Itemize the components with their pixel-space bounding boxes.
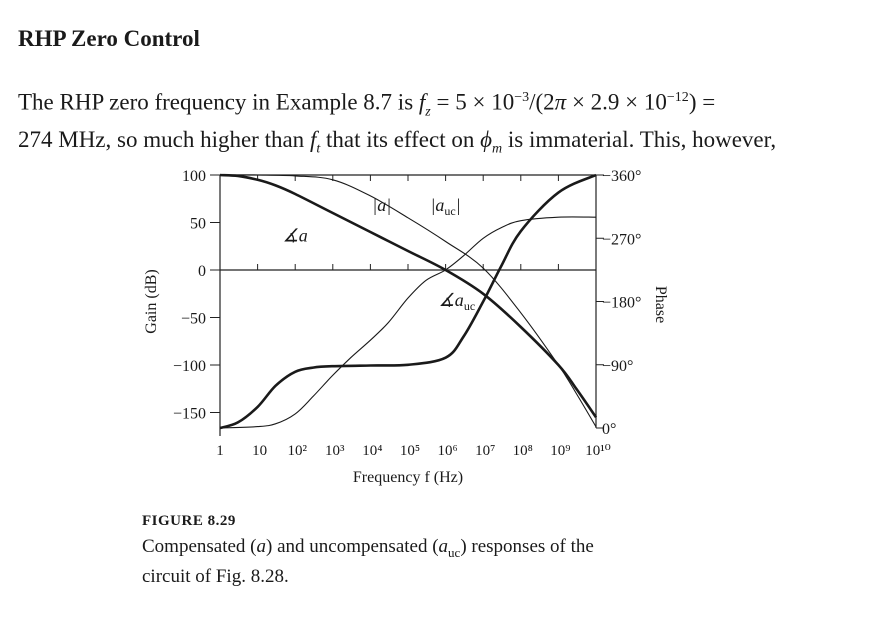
curve-label: ∡auc [439, 290, 475, 313]
gain-tick-label: −50 [181, 311, 206, 328]
y-axis-title: Gain (dB) [143, 269, 160, 333]
figure-label: FIGURE 8.29 [142, 513, 236, 529]
axis-ticks: 100 50 0 −50 −100 −150 0° −90° −180° −270° −360° 1 1… [143, 168, 669, 486]
gain-compensated-curve [219, 173, 598, 419]
phase-tick-label: −270° [602, 231, 641, 248]
gain-uncompensated-curve [219, 174, 597, 428]
phase-uncompensated-curve [219, 216, 597, 429]
x-tick-label: 10³ [325, 443, 345, 459]
phase-tick-label: −180° [602, 295, 641, 312]
section-heading: RHP Zero Control [18, 26, 200, 51]
x-tick-label: 10⁸ [513, 443, 533, 459]
x-tick-label: 10⁵ [400, 443, 420, 459]
gain-tick-label: 100 [182, 168, 206, 185]
gain-tick-label: −150 [173, 406, 206, 423]
x-tick-label: 10⁷ [475, 443, 495, 459]
curve-label: |a| [372, 195, 391, 215]
curve-label: ∡a [283, 226, 308, 246]
x-tick-label: 1 [216, 443, 224, 459]
x-tick-label: 10² [287, 443, 307, 459]
x-tick-label: 10¹⁰ [585, 443, 611, 459]
y2-axis-title: Phase [652, 286, 669, 323]
caption-text: Compensated (a) and uncompensated (auc) … [142, 536, 594, 587]
gain-tick-label: 50 [190, 216, 206, 233]
x-tick-label: 10⁴ [362, 443, 382, 459]
phase-tick-label: −90° [602, 358, 633, 375]
x-tick-label: 10⁶ [437, 443, 457, 459]
plot-frame [219, 174, 597, 436]
curve-label: |auc| [430, 195, 460, 218]
phase-tick-label: 0° [602, 421, 616, 438]
x-axis-title: Frequency f (Hz) [353, 469, 463, 486]
phase-tick-label: −360° [602, 168, 641, 185]
x-tick-label: 10 [252, 443, 267, 459]
x-tick-label: 10⁹ [550, 443, 570, 459]
plot-annotations: |a| |auc| ∡a ∡auc [283, 195, 476, 313]
gain-tick-label: 0 [198, 263, 206, 280]
paragraph-line-2: 274 MHz, so much higher than ft that its… [18, 127, 777, 157]
figure-caption: FIGURE 8.29 Compensated (a) and uncompen… [142, 510, 702, 589]
gain-tick-label: −100 [173, 358, 206, 375]
body-paragraph: The RHP zero frequency in Example 8.7 is… [18, 84, 878, 164]
plot-series [219, 173, 598, 430]
phase-compensated-curve [219, 173, 597, 430]
paragraph-line-1: The RHP zero frequency in Example 8.7 is… [18, 89, 716, 120]
